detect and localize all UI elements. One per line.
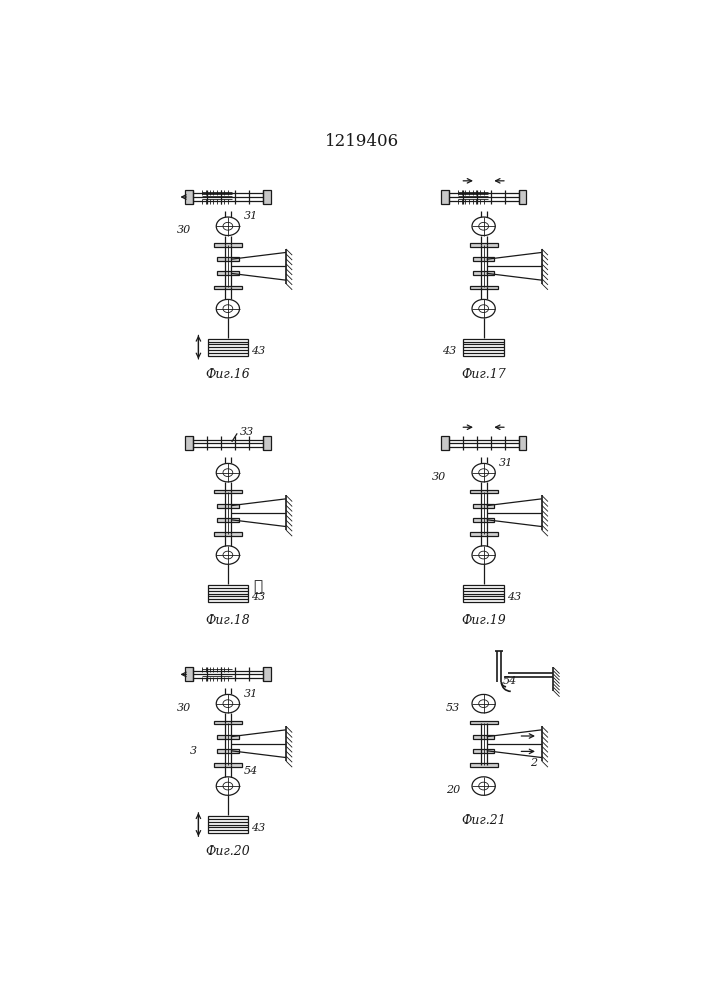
Bar [464, 339, 504, 356]
Bar [473, 735, 494, 739]
Bar [217, 257, 239, 261]
Bar [441, 436, 449, 450]
Text: 53: 53 [446, 703, 460, 713]
Bar [208, 816, 248, 833]
Bar [469, 721, 498, 724]
Text: 30: 30 [177, 703, 191, 713]
Bar [473, 257, 494, 261]
Bar [469, 490, 498, 493]
Bar [214, 286, 242, 289]
Text: 1219406: 1219406 [325, 133, 399, 150]
Text: 54: 54 [243, 766, 257, 776]
Text: 20: 20 [446, 785, 460, 795]
Text: 43: 43 [443, 346, 457, 356]
Bar [214, 721, 242, 724]
Text: 43: 43 [507, 592, 521, 602]
Bar [185, 667, 193, 681]
Text: 54: 54 [503, 676, 518, 686]
Bar [214, 490, 242, 493]
Bar [518, 190, 526, 204]
Text: Фиг.21: Фиг.21 [461, 814, 506, 827]
Bar [263, 436, 271, 450]
Bar [208, 585, 248, 602]
Bar [464, 585, 504, 602]
Bar [185, 190, 193, 204]
Text: Фиг.16: Фиг.16 [206, 368, 250, 381]
Bar [518, 436, 526, 450]
Text: 43: 43 [251, 592, 265, 602]
Text: 2: 2 [530, 758, 537, 768]
Bar [469, 286, 498, 289]
Text: 3: 3 [189, 746, 197, 756]
Bar [217, 749, 239, 753]
Bar [208, 339, 248, 356]
Bar [263, 667, 271, 681]
Bar [473, 749, 494, 753]
Bar [214, 243, 242, 247]
Bar [217, 504, 239, 508]
Text: 31: 31 [499, 458, 513, 468]
Text: ⌒: ⌒ [253, 580, 262, 594]
Bar [469, 763, 498, 767]
Bar [263, 190, 271, 204]
Text: Фиг.20: Фиг.20 [206, 845, 250, 858]
Bar [473, 271, 494, 275]
Text: 30: 30 [177, 225, 191, 235]
Bar [469, 243, 498, 247]
Bar [469, 532, 498, 536]
Text: 43: 43 [251, 346, 265, 356]
Text: 31: 31 [243, 211, 257, 221]
Text: Фиг.19: Фиг.19 [461, 614, 506, 627]
Bar [217, 518, 239, 522]
Bar [473, 518, 494, 522]
Text: 30: 30 [432, 472, 446, 482]
Text: 31: 31 [243, 689, 257, 699]
Bar [214, 532, 242, 536]
Bar [185, 436, 193, 450]
Bar [214, 763, 242, 767]
Text: 43: 43 [251, 823, 265, 833]
Bar [473, 504, 494, 508]
Text: 33: 33 [240, 427, 254, 437]
Text: Фиг.17: Фиг.17 [461, 368, 506, 381]
Text: Фиг.18: Фиг.18 [206, 614, 250, 627]
Bar [441, 190, 449, 204]
Bar [217, 735, 239, 739]
Bar [217, 271, 239, 275]
